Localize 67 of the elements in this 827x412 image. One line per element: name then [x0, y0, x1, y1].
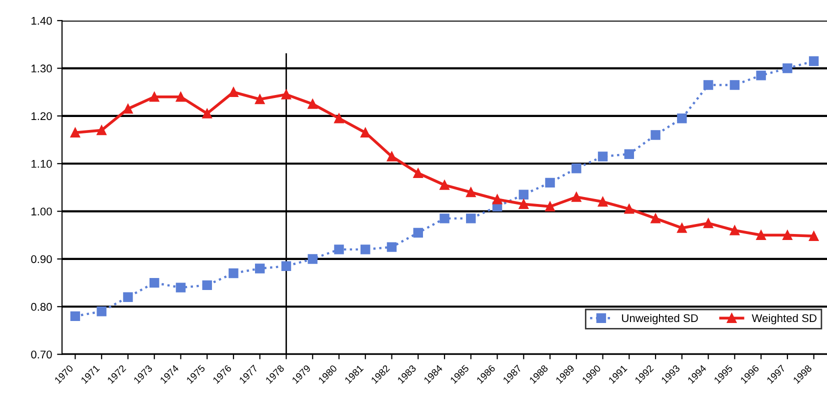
point — [650, 130, 660, 140]
point — [545, 178, 555, 188]
point — [650, 214, 660, 224]
point — [281, 90, 292, 100]
point — [756, 230, 766, 240]
point — [572, 164, 582, 174]
point — [572, 192, 582, 202]
legend-label: Unweighted SD — [622, 314, 698, 324]
y-tick-label: 1.30 — [32, 64, 52, 72]
point — [677, 113, 687, 124]
y-tick-label: 1.20 — [32, 112, 52, 120]
point — [598, 152, 608, 162]
point — [730, 80, 740, 90]
point — [703, 218, 714, 228]
point — [413, 228, 423, 238]
point — [176, 282, 186, 292]
point — [360, 244, 370, 254]
point — [466, 214, 476, 224]
point — [492, 194, 502, 204]
point — [70, 128, 80, 138]
point — [281, 261, 292, 271]
point — [730, 226, 740, 236]
point — [70, 311, 80, 322]
point — [149, 92, 160, 102]
point — [782, 63, 792, 74]
point — [598, 196, 608, 207]
point — [96, 306, 106, 316]
y-tick-label: 1.10 — [32, 160, 52, 168]
point — [413, 168, 423, 178]
point — [149, 278, 160, 288]
point — [624, 204, 634, 214]
point — [176, 92, 186, 102]
point — [440, 180, 450, 190]
point — [255, 264, 265, 274]
y-tick-label: 1.40 — [32, 16, 52, 25]
point — [255, 94, 265, 104]
point — [202, 280, 212, 290]
y-tick-label: 0.80 — [31, 302, 52, 311]
point — [96, 125, 106, 136]
point — [308, 254, 318, 264]
point — [782, 230, 792, 240]
point — [624, 149, 634, 159]
point — [545, 202, 555, 212]
point — [756, 70, 766, 80]
point — [808, 231, 819, 241]
point — [703, 80, 714, 90]
y-tick-label: 0.70 — [31, 350, 52, 358]
point — [386, 242, 397, 252]
legend-label: Weighted SD — [752, 314, 816, 324]
point — [228, 268, 238, 278]
point — [466, 187, 476, 198]
y-tick-label: 0.90 — [31, 255, 52, 264]
point — [308, 99, 318, 109]
point — [360, 128, 370, 138]
point — [202, 108, 212, 118]
point — [386, 152, 397, 162]
point — [334, 113, 344, 124]
point — [123, 292, 133, 302]
point — [808, 56, 819, 66]
point — [518, 190, 529, 200]
point — [123, 104, 133, 114]
y-tick-label: 1.00 — [32, 208, 52, 216]
point — [518, 199, 529, 210]
point — [440, 214, 450, 224]
point — [334, 244, 344, 254]
point — [228, 87, 238, 97]
point — [677, 223, 687, 233]
